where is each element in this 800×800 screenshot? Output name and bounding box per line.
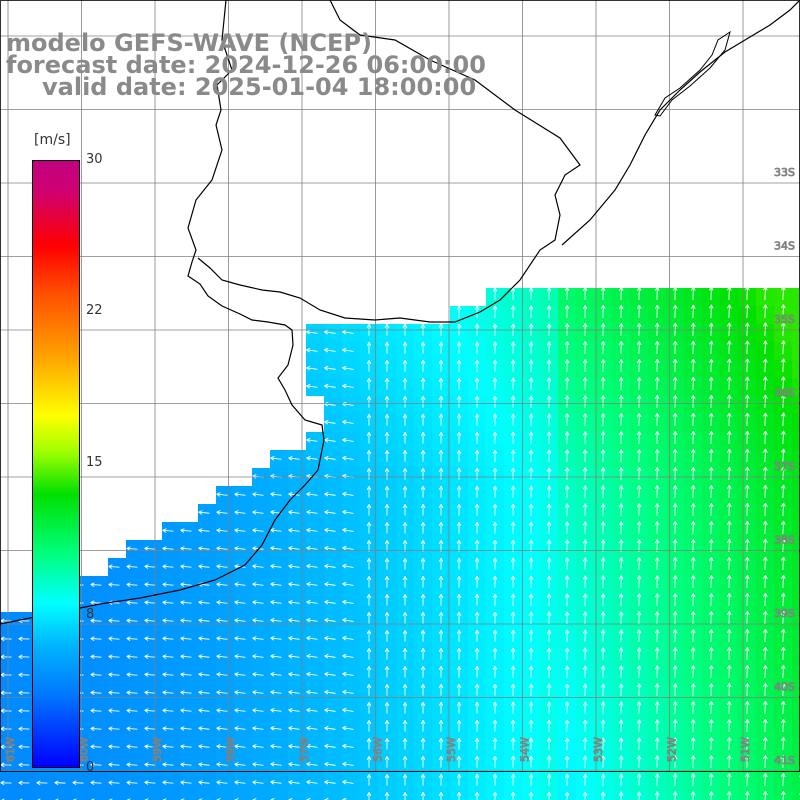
coastline-brazil (561, 0, 800, 246)
map-grid: 61W 60W 59W 58W 57W 56W 55W 54W 53W 52W 51W 33S 34S 3… (0, 0, 800, 772)
lon-label: 58W (225, 737, 238, 762)
colorbar-tick-0: 0 (86, 760, 95, 775)
lon-label: 53W (592, 737, 605, 762)
title-valid-date: valid date: 2025-01-04 18:00:00 (42, 73, 477, 101)
lat-label: 36S (774, 387, 795, 400)
lat-label: 39S (774, 607, 795, 620)
lon-label: 59W (151, 737, 164, 762)
wind-speed-cells (0, 288, 800, 800)
lon-label: 55W (445, 737, 458, 762)
lat-label: 37S (774, 460, 795, 473)
title-model: modelo GEFS-WAVE (NCEP) (6, 29, 372, 57)
colorbar-tick-30: 30 (86, 152, 103, 167)
colorbar-tick-22: 22 (86, 303, 103, 318)
lat-label: 33S (774, 166, 795, 179)
lon-label: 52W (666, 737, 679, 762)
lat-label: 38S (774, 534, 795, 547)
lat-label: 34S (774, 240, 795, 253)
lon-label: 56W (372, 737, 385, 762)
title-forecast-date: forecast date: 2024-12-26 06:00:00 (6, 51, 486, 79)
lon-label: 57W (298, 737, 311, 762)
coastline (0, 0, 325, 625)
lat-label: 41S (774, 754, 795, 767)
lat-label: 40S (774, 681, 795, 694)
colorbar-tick-15: 15 (86, 455, 103, 470)
colorbar (32, 160, 80, 768)
coastline-uruguay (197, 0, 581, 323)
lon-label: 54W (519, 737, 532, 762)
colorbar-unit: [m/s] (34, 132, 71, 148)
lon-label: 60W (78, 737, 91, 762)
lon-label: 61W (4, 737, 17, 762)
lon-label: 51W (739, 737, 752, 762)
lagoon (654, 30, 731, 117)
lat-label: 35S (774, 313, 795, 326)
colorbar-tick-8: 8 (86, 607, 95, 622)
